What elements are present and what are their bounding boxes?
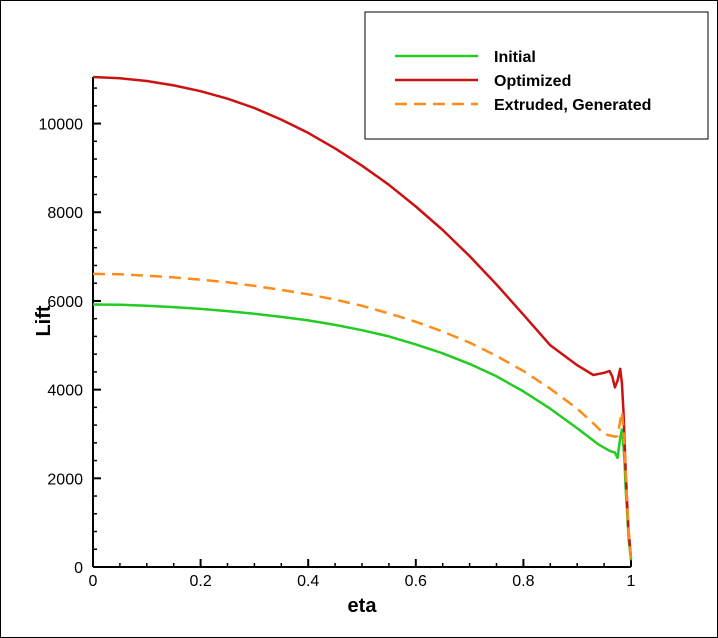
y-tick-label: 2000 xyxy=(47,471,83,488)
y-tick-label: 4000 xyxy=(47,383,83,400)
y-axis-title: Lift xyxy=(33,305,55,336)
series-line-2 xyxy=(92,75,633,559)
legend-label-1: Initial xyxy=(494,49,536,66)
plot-area xyxy=(92,75,633,561)
x-tick-label: 0.8 xyxy=(512,573,534,590)
axes: 0 0.2 0.4 0.6 0.8 1 0 2000 4000 6000 8000 10000 xyxy=(39,77,636,590)
x-tick-label: 0 xyxy=(89,573,98,590)
x-tick-label: 1 xyxy=(627,573,636,590)
series-line-3 xyxy=(92,272,633,561)
series-line-1 xyxy=(92,303,633,561)
legend-label-2: Optimized xyxy=(494,73,571,90)
x-tick-label: 0.6 xyxy=(405,573,427,590)
y-tick-label: 8000 xyxy=(47,205,83,222)
x-tick-label: 0.4 xyxy=(297,573,319,590)
legend-label-3: Extruded, Generated xyxy=(494,97,651,114)
x-tick-label: 0.2 xyxy=(189,573,211,590)
y-tick-label: 0 xyxy=(74,560,83,577)
x-axis-title: eta xyxy=(348,595,378,617)
legend: Initial Optimized Extruded, Generated xyxy=(364,11,709,140)
y-tick-label: 10000 xyxy=(39,117,84,134)
legend-box xyxy=(364,11,709,140)
y-tick-label: 6000 xyxy=(47,294,83,311)
